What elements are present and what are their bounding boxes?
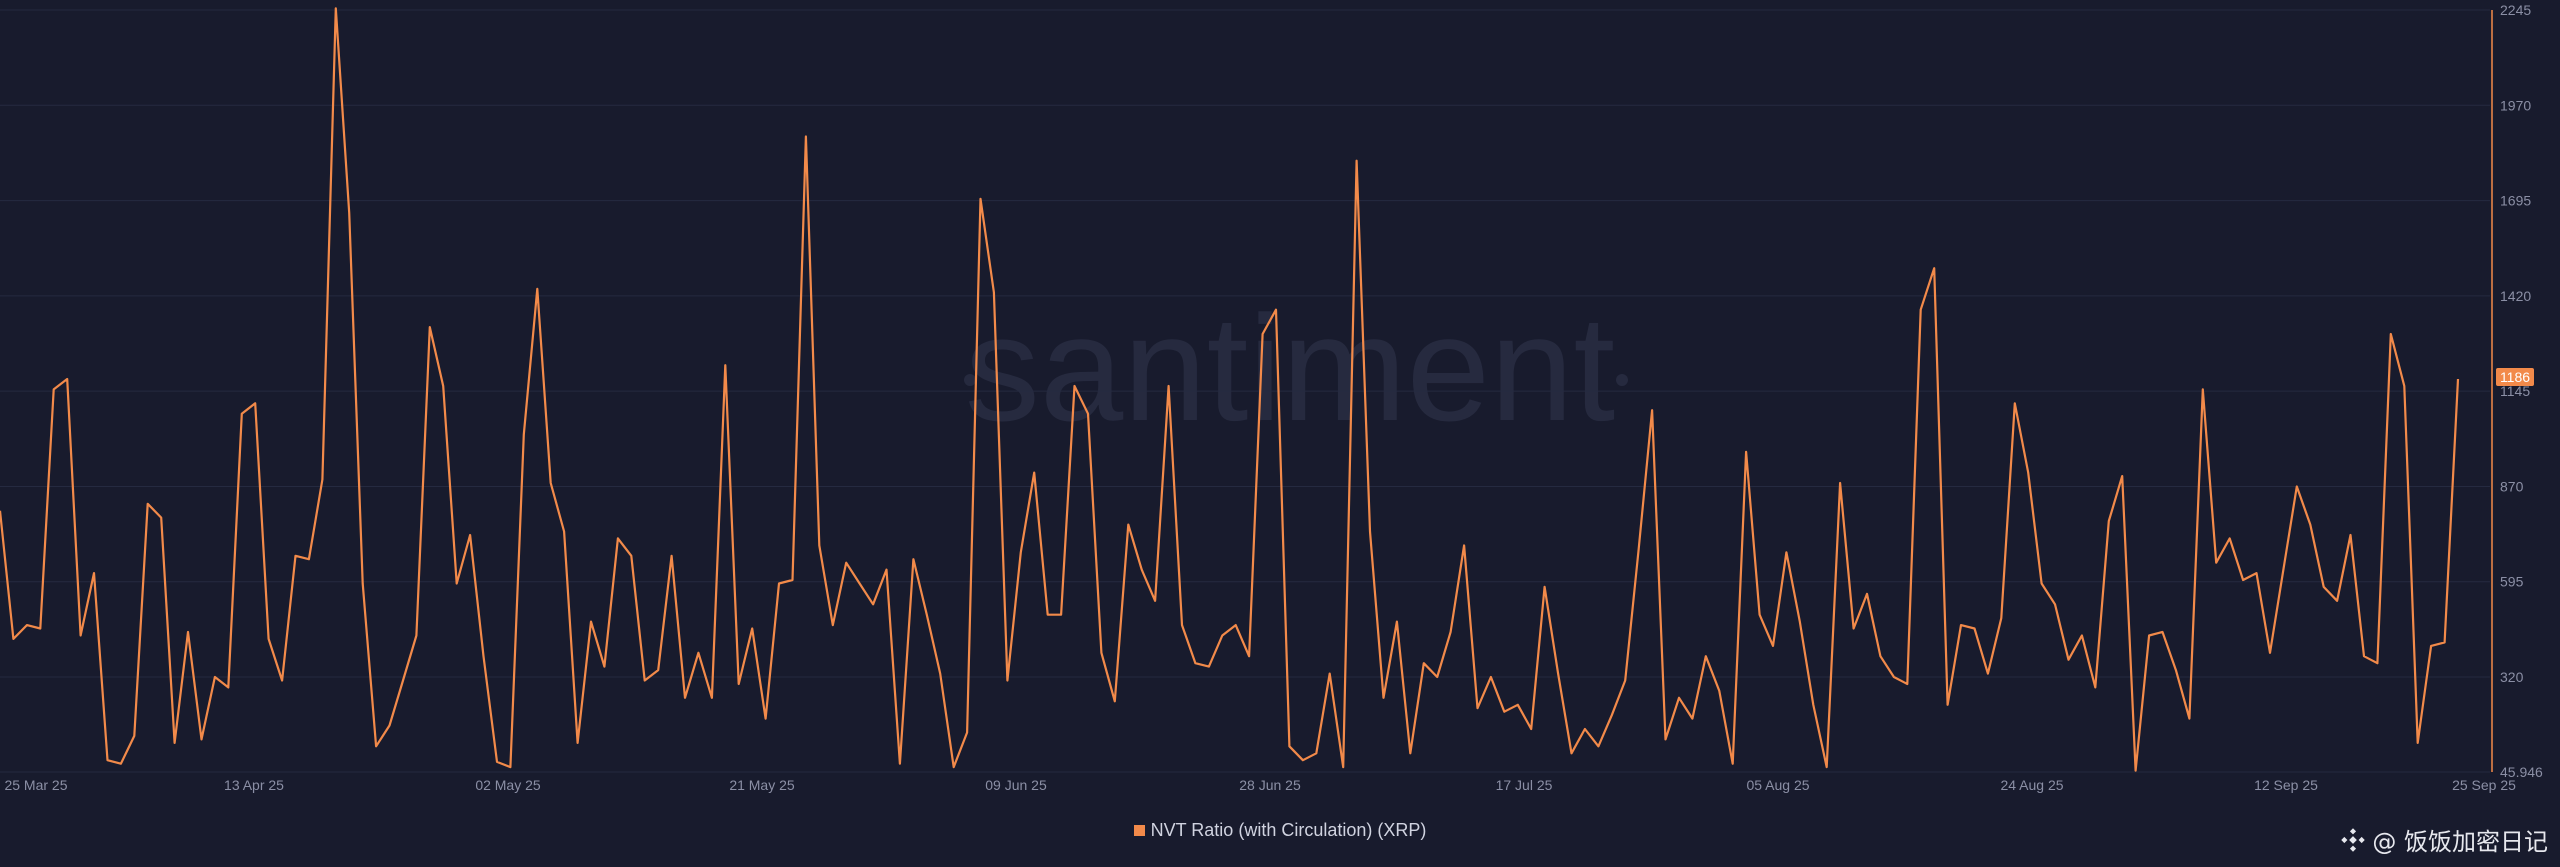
- y-tick-label: 595: [2500, 574, 2524, 590]
- x-tick-label: 24 Aug 25: [2000, 777, 2063, 793]
- x-tick-label: 05 Aug 25: [1746, 777, 1809, 793]
- author-watermark-text: @ 饭饭加密日记: [2372, 828, 2548, 856]
- y-tick-label: 45.946: [2500, 764, 2543, 780]
- series-line-nvt-ratio[interactable]: [0, 7, 2460, 772]
- y-tick-label: 1970: [2500, 97, 2531, 113]
- y-tick-label: 2245: [2500, 2, 2531, 18]
- author-watermark: @ 饭饭加密日记: [2340, 822, 2548, 857]
- x-tick-label: 25 Sep 25: [2452, 777, 2516, 793]
- current-value-badge-text: 1186: [2500, 369, 2530, 385]
- y-tick-label: 1420: [2500, 288, 2531, 304]
- legend[interactable]: NVT Ratio (with Circulation) (XRP): [0, 820, 2560, 841]
- binance-square-icon: [2341, 827, 2366, 852]
- x-tick-label: 17 Jul 25: [1496, 777, 1553, 793]
- y-tick-label: 1695: [2500, 193, 2531, 209]
- grid-lines: [0, 9, 2490, 773]
- current-value-badge: 1186: [2496, 367, 2534, 386]
- watermark-dot-right: [1616, 374, 1628, 386]
- x-tick-label: 12 Sep 25: [2254, 777, 2318, 793]
- current-value-badge-bg: [2496, 367, 2534, 386]
- legend-swatch: [1133, 825, 1145, 836]
- x-axis-ticks: 25 Mar 25 13 Apr 25 02 May 25 21 May 25 09 J…: [4, 777, 2516, 793]
- x-tick-label: 02 May 25: [475, 777, 541, 793]
- x-tick-label: 09 Jun 25: [985, 777, 1047, 793]
- y-tick-label: 1145: [2500, 383, 2530, 399]
- y-tick-label: 870: [2500, 478, 2524, 494]
- x-tick-label: 13 Apr 25: [224, 777, 284, 793]
- legend-label: NVT Ratio (with Circulation) (XRP): [1150, 820, 1427, 840]
- x-tick-label: 21 May 25: [729, 777, 795, 793]
- santiment-watermark: santiment: [965, 284, 1615, 452]
- watermark-dot-left: [964, 374, 976, 386]
- x-tick-label: 25 Mar 25: [4, 777, 67, 793]
- y-axis-ticks: 45.946 320 595 870 1145 1420 1695 1970 2245: [2500, 2, 2543, 780]
- x-tick-label: 28 Jun 25: [1239, 777, 1301, 793]
- y-tick-label: 320: [2500, 669, 2524, 685]
